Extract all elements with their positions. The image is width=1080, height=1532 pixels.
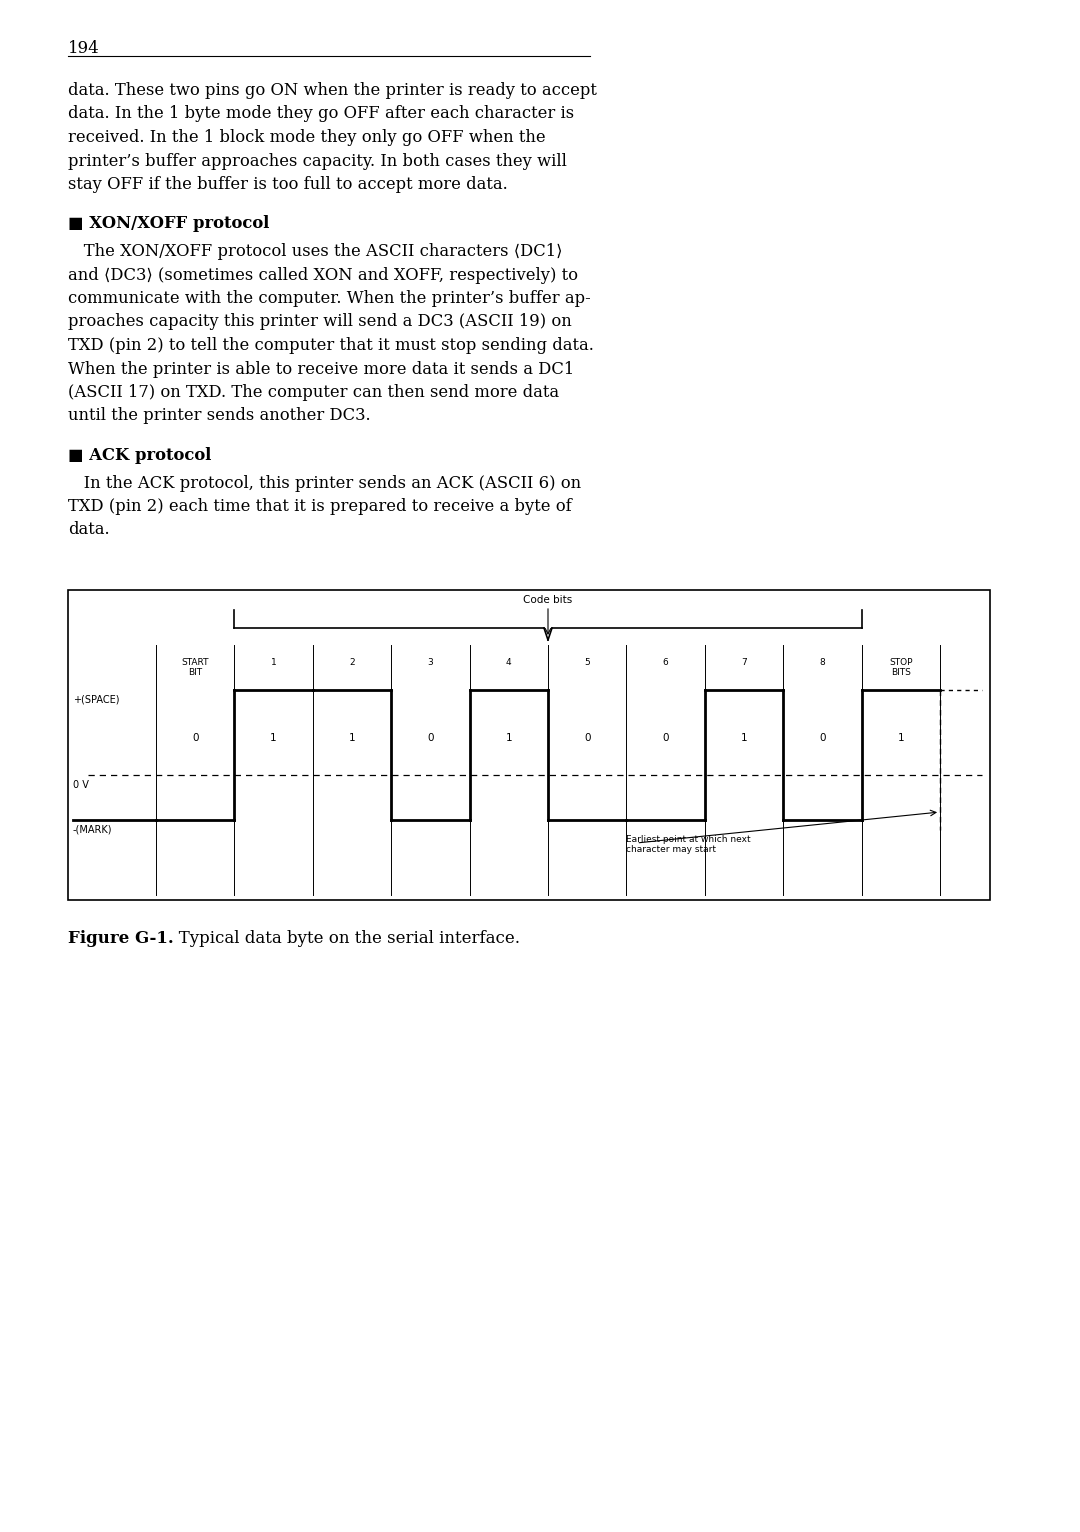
Text: 2: 2 [349,659,355,666]
Text: 1: 1 [349,732,355,743]
Text: The XON/XOFF protocol uses the ASCII characters ⟨DC1⟩: The XON/XOFF protocol uses the ASCII cha… [68,244,563,260]
Text: 194: 194 [68,40,99,57]
Text: and ⟨DC3⟩ (sometimes called XON and XOFF, respectively) to: and ⟨DC3⟩ (sometimes called XON and XOFF… [68,267,578,283]
Text: 0: 0 [662,732,669,743]
Text: data. In the 1 byte mode they go OFF after each character is: data. In the 1 byte mode they go OFF aft… [68,106,575,123]
Text: 0 V: 0 V [73,780,89,791]
Text: When the printer is able to receive more data it sends a DC1: When the printer is able to receive more… [68,360,575,377]
Text: (ASCII 17) on TXD. The computer can then send more data: (ASCII 17) on TXD. The computer can then… [68,385,559,401]
Text: received. In the 1 block mode they only go OFF when the: received. In the 1 block mode they only … [68,129,545,146]
Text: +(SPACE): +(SPACE) [73,696,120,705]
Text: data.: data. [68,521,110,539]
Text: 1: 1 [505,732,512,743]
Text: 0: 0 [428,732,434,743]
Text: 7: 7 [741,659,747,666]
Text: 4: 4 [507,659,512,666]
Text: 6: 6 [663,659,669,666]
Text: Figure G-1.: Figure G-1. [68,930,174,947]
Text: 0: 0 [584,732,591,743]
Text: START
BIT: START BIT [181,659,208,677]
Text: 8: 8 [820,659,825,666]
Bar [68,590,990,899]
Text: Typical data byte on the serial interface.: Typical data byte on the serial interfac… [163,930,519,947]
Text: communicate with the computer. When the printer’s buffer ap-: communicate with the computer. When the … [68,290,591,306]
Text: 0: 0 [819,732,825,743]
Text: 1: 1 [271,659,276,666]
Text: TXD (pin 2) to tell the computer that it must stop sending data.: TXD (pin 2) to tell the computer that it… [68,337,594,354]
Text: Code bits: Code bits [524,594,572,605]
Text: 1: 1 [270,732,276,743]
Text: -(MARK): -(MARK) [73,826,112,835]
Text: until the printer sends another DC3.: until the printer sends another DC3. [68,408,370,424]
Text: 0: 0 [192,732,199,743]
Text: 3: 3 [428,659,433,666]
Text: printer’s buffer approaches capacity. In both cases they will: printer’s buffer approaches capacity. In… [68,153,567,170]
Text: Earliest point at which next
character may start: Earliest point at which next character m… [626,835,751,855]
Text: ■ XON/XOFF protocol: ■ XON/XOFF protocol [68,216,269,233]
Text: ■ ACK protocol: ■ ACK protocol [68,447,212,464]
Text: 1: 1 [741,732,747,743]
Text: In the ACK protocol, this printer sends an ACK (ASCII 6) on: In the ACK protocol, this printer sends … [68,475,581,492]
Text: proaches capacity this printer will send a DC3 (ASCII 19) on: proaches capacity this printer will send… [68,314,571,331]
Text: stay OFF if the buffer is too full to accept more data.: stay OFF if the buffer is too full to ac… [68,176,508,193]
Text: 1: 1 [897,732,904,743]
Text: TXD (pin 2) each time that it is prepared to receive a byte of: TXD (pin 2) each time that it is prepare… [68,498,571,515]
Text: STOP
BITS: STOP BITS [889,659,913,677]
Text: 5: 5 [584,659,590,666]
Text: data. These two pins go ON when the printer is ready to accept: data. These two pins go ON when the prin… [68,83,597,100]
